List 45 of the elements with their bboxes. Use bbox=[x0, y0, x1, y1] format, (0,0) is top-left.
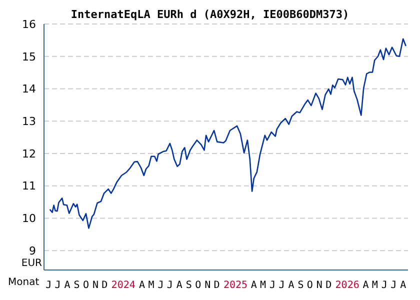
x-tick-label: A bbox=[250, 280, 257, 291]
x-tick-label: D bbox=[326, 280, 332, 291]
x-tick-label: A bbox=[139, 280, 146, 291]
y-tick-label: 13 bbox=[22, 115, 36, 128]
x-tick-label: S bbox=[186, 280, 192, 291]
x-tick-label: M bbox=[260, 280, 266, 291]
line-series bbox=[49, 38, 407, 229]
x-tick-label: D bbox=[102, 280, 108, 291]
x-tick-label: D bbox=[214, 280, 220, 291]
x-tick-label: A bbox=[64, 280, 70, 291]
x-tick-label: S bbox=[298, 280, 304, 291]
x-tick-label: 2026 bbox=[335, 280, 360, 291]
x-tick-label: A bbox=[362, 280, 369, 291]
x-tick-label: N bbox=[204, 280, 211, 291]
x-tick-label: O bbox=[82, 280, 89, 291]
chart-title: InternatEqLA EURh d (A0X92H, IE00B60DM373) bbox=[70, 8, 350, 21]
x-tick-label: J bbox=[158, 280, 164, 291]
y-tick-label: 12 bbox=[22, 147, 36, 160]
x-tick-label: J bbox=[278, 280, 285, 291]
x-tick-label: J bbox=[270, 280, 276, 291]
x-tick-label: M bbox=[372, 280, 378, 291]
x-tick-label: J bbox=[390, 280, 397, 291]
x-tick-label: 2025 bbox=[223, 280, 248, 291]
x-tick-label: A bbox=[176, 280, 182, 291]
x-tick-label: A bbox=[288, 280, 294, 291]
x-tick-label: N bbox=[316, 280, 322, 291]
y-axis-title: EUR bbox=[20, 258, 42, 269]
x-axis-title: Monat bbox=[8, 277, 40, 288]
x-tick-label: J bbox=[381, 280, 388, 291]
y-tick-label: 11 bbox=[22, 180, 36, 193]
y-tick-label: 10 bbox=[22, 212, 36, 226]
x-tick-label: M bbox=[148, 280, 154, 291]
y-tick-label: 9 bbox=[29, 244, 36, 258]
x-tick-label: S bbox=[74, 280, 80, 291]
x-tick-label: 2024 bbox=[111, 280, 136, 291]
x-tick-label: J bbox=[54, 280, 61, 291]
x-tick-label: O bbox=[306, 280, 313, 291]
x-tick-label: J bbox=[46, 280, 52, 291]
x-tick-label: J bbox=[166, 280, 173, 291]
x-tick-label: N bbox=[92, 280, 98, 291]
y-tick-label: 14 bbox=[22, 82, 36, 96]
x-tick-label: A bbox=[400, 280, 406, 291]
y-tick-label: 16 bbox=[22, 18, 36, 31]
x-tick-label: O bbox=[195, 280, 202, 291]
y-tick-label: 15 bbox=[22, 50, 36, 64]
